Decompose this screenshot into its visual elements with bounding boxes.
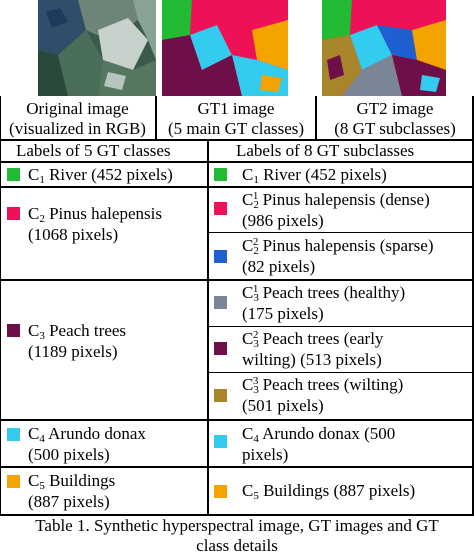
- subclass-2-swatch: [214, 202, 227, 215]
- table-middle-divider: [207, 139, 209, 516]
- subclass-4-label: C31 Peach trees (healthy) (175 pixels): [242, 283, 406, 323]
- gt1-image: [162, 0, 288, 96]
- subclass-7-swatch: [214, 435, 227, 448]
- class-2-swatch: [7, 207, 20, 220]
- header-gt-subclasses: Labels of 8 GT subclasses: [236, 141, 415, 160]
- subclass-4-swatch: [214, 296, 227, 309]
- subclass-3-label: C22 Pinus halepensis (sparse) (82 pixels…: [242, 236, 434, 276]
- table-left-border: [0, 139, 1, 516]
- class-1-swatch: [7, 168, 20, 181]
- class-4-swatch: [7, 428, 20, 441]
- gt1-caption: GT1 image (5 main GT classes): [167, 99, 305, 138]
- caption-divider-2: [315, 96, 317, 139]
- subclass-6-swatch: [214, 389, 227, 402]
- gt2-caption: GT2 image (8 GT subclasses): [334, 99, 456, 138]
- sub-divider-2: [209, 326, 474, 327]
- subclass-2-label: C21 Pinus halepensis (dense) (986 pixels…: [242, 190, 430, 230]
- table-header-divider: [0, 161, 474, 163]
- row-divider-2: [0, 279, 474, 281]
- row-divider-4: [0, 466, 474, 468]
- caption-divider-right: [472, 96, 474, 139]
- class-5-swatch: [7, 475, 20, 488]
- original-caption: Original image (visualized in RGB): [9, 99, 146, 138]
- subclass-1-swatch: [214, 168, 227, 181]
- table-caption: Table 1. Synthetic hyperspectral image, …: [35, 516, 439, 555]
- subclass-1-label: C1 River (452 pixels): [242, 165, 387, 186]
- subclass-3-swatch: [214, 250, 227, 263]
- gt2-image: [322, 0, 446, 96]
- header-gt-classes: Labels of 5 GT classes: [16, 141, 171, 160]
- table-border-top: [0, 139, 474, 141]
- class-4-label: C4 Arundo donax (500 pixels): [28, 424, 146, 464]
- table-right-border: [472, 139, 474, 516]
- caption-divider-1: [155, 96, 157, 139]
- table-bottom-border: [0, 514, 474, 516]
- sub-divider-1: [209, 232, 474, 233]
- subclass-7-label: C4 Arundo donax (500 pixels): [242, 424, 396, 464]
- class-1-label: C1 River (452 pixels): [28, 165, 173, 186]
- class-3-swatch: [7, 324, 20, 337]
- subclass-8-label: C5 Buildings (887 pixels): [242, 481, 416, 502]
- row-divider-3: [0, 419, 474, 421]
- class-5-label: C5 Buildings (887 pixels): [28, 471, 116, 511]
- subclass-5-label: C32 Peach trees (early wilting) (513 pix…: [242, 329, 384, 369]
- original-image: [38, 0, 156, 96]
- subclass-8-swatch: [214, 485, 227, 498]
- class-3-label: C3 Peach trees (1189 pixels): [28, 321, 127, 361]
- subclass-6-label: C33 Peach trees (wilting) (501 pixels): [242, 375, 404, 415]
- subclass-5-swatch: [214, 342, 227, 355]
- caption-divider-left: [0, 96, 1, 139]
- sub-divider-3: [209, 372, 474, 373]
- row-divider-1: [0, 186, 474, 188]
- class-2-label: C2 Pinus halepensis (1068 pixels): [28, 204, 162, 244]
